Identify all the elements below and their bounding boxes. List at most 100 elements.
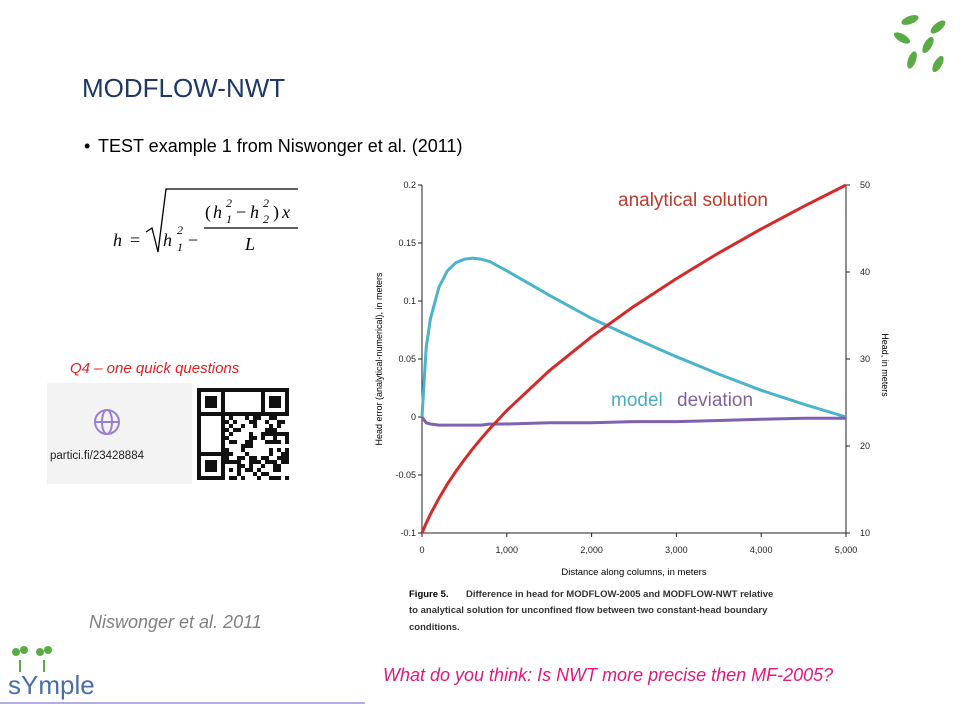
qr-cell bbox=[221, 476, 225, 480]
qr-cell bbox=[197, 412, 201, 416]
qr-cell bbox=[269, 404, 273, 408]
quiz-box bbox=[47, 383, 192, 484]
qr-cell bbox=[197, 396, 201, 400]
qr-cell bbox=[285, 404, 289, 408]
qr-cell bbox=[253, 436, 257, 440]
bullet: TEST example 1 from Niswonger et al. (20… bbox=[98, 136, 462, 156]
qr-cell bbox=[221, 396, 225, 400]
citation: Niswonger et al. 2011 bbox=[89, 612, 262, 632]
qr-cell bbox=[237, 468, 241, 472]
qr-cell bbox=[285, 460, 289, 464]
qr-cell bbox=[213, 412, 217, 416]
qr-cell bbox=[197, 444, 201, 448]
qr-cell bbox=[245, 444, 249, 448]
qr-cell bbox=[201, 412, 205, 416]
caption: to analytical solution for unconfined fl… bbox=[409, 605, 768, 616]
formula-part: 1 bbox=[226, 212, 232, 226]
qr-cell bbox=[285, 436, 289, 440]
qr-cell bbox=[225, 420, 229, 424]
qr-cell bbox=[197, 452, 201, 456]
qr-cell bbox=[281, 452, 285, 456]
qr-cell bbox=[249, 456, 253, 460]
qr-cell bbox=[257, 460, 261, 464]
qr-cell bbox=[225, 460, 229, 464]
qr-cell bbox=[197, 464, 201, 468]
qr-cell bbox=[277, 412, 281, 416]
quiz-label: Q4 – one quick questions bbox=[70, 360, 240, 377]
qr-cell bbox=[281, 432, 285, 436]
qr-cell bbox=[273, 476, 277, 480]
qr-cell bbox=[269, 428, 273, 432]
qr-cell bbox=[229, 432, 233, 436]
qr-cell bbox=[213, 452, 217, 456]
chart: -0.1 -0.05 0 0.05 0.1 0.15 0.2 10 20 30 40 50 0 1,000… bbox=[374, 180, 890, 633]
qr-cell bbox=[213, 400, 217, 404]
qr-cell bbox=[241, 464, 245, 468]
qr-cell bbox=[261, 472, 265, 476]
qr-cell bbox=[205, 452, 209, 456]
qr-cell bbox=[285, 396, 289, 400]
qr-cell bbox=[285, 456, 289, 460]
qr-cell bbox=[265, 428, 269, 432]
qr-cell bbox=[217, 388, 221, 392]
leaf-logo bbox=[893, 15, 946, 73]
qr-cell bbox=[197, 392, 201, 396]
qr-cell bbox=[221, 416, 225, 420]
qr-cell bbox=[269, 388, 273, 392]
formula-part: ( bbox=[205, 202, 211, 223]
qr-cell bbox=[205, 460, 209, 464]
qr-cell bbox=[277, 388, 281, 392]
qr-cell bbox=[229, 388, 233, 392]
qr-cell bbox=[285, 392, 289, 396]
y2-tick-label: 30 bbox=[860, 354, 870, 364]
y-tick-label: 0.2 bbox=[403, 180, 416, 190]
y2-tick-label: 10 bbox=[860, 528, 870, 538]
qr-cell bbox=[233, 428, 237, 432]
qr-cell bbox=[265, 440, 269, 444]
quiz-url[interactable]: partici.fi/23428884 bbox=[50, 450, 145, 462]
qr-cell bbox=[213, 464, 217, 468]
qr-cell bbox=[269, 396, 273, 400]
formula: h = h 2 1 − ( h 2 1 − h 2 2 ) x L bbox=[113, 188, 298, 254]
qr-cell bbox=[273, 460, 277, 464]
qr-cell bbox=[273, 412, 277, 416]
qr-cell bbox=[209, 452, 213, 456]
qr-cell bbox=[221, 436, 225, 440]
x-tick-label: 2,000 bbox=[580, 545, 603, 555]
qr-cell bbox=[229, 452, 233, 456]
formula-part: h bbox=[163, 230, 172, 250]
qr-cell bbox=[221, 404, 225, 408]
qr-cell bbox=[245, 416, 249, 420]
qr-cell bbox=[277, 440, 281, 444]
qr-cell bbox=[257, 416, 261, 420]
qr-cell bbox=[221, 448, 225, 452]
qr-cell bbox=[241, 448, 245, 452]
qr-cell bbox=[277, 456, 281, 460]
qr-cell bbox=[273, 436, 277, 440]
qr-cell bbox=[285, 452, 289, 456]
x-axis-label: Distance along columns, in meters bbox=[561, 567, 706, 578]
qr-cell bbox=[273, 388, 277, 392]
qr-cell bbox=[221, 452, 225, 456]
qr-cell bbox=[209, 412, 213, 416]
formula-part: h bbox=[213, 202, 222, 222]
symple-logo: sYmple bbox=[8, 646, 95, 700]
qr-cell bbox=[205, 464, 209, 468]
qr-cell bbox=[213, 388, 217, 392]
annotation: model bbox=[611, 390, 663, 411]
qr-cell bbox=[249, 444, 253, 448]
qr-cell bbox=[285, 400, 289, 404]
formula-part: = bbox=[130, 230, 140, 250]
qr-cell bbox=[233, 388, 237, 392]
qr-code[interactable] bbox=[197, 388, 289, 480]
qr-cell bbox=[233, 412, 237, 416]
qr-cell bbox=[221, 460, 225, 464]
data-line bbox=[420, 256, 847, 419]
formula-part: 2 bbox=[263, 196, 269, 210]
qr-cell bbox=[197, 448, 201, 452]
formula-part: x bbox=[281, 202, 290, 222]
data-line bbox=[420, 183, 847, 534]
annotation: analytical solution bbox=[618, 190, 768, 211]
caption: Difference in head for MODFLOW-2005 and … bbox=[466, 589, 773, 600]
